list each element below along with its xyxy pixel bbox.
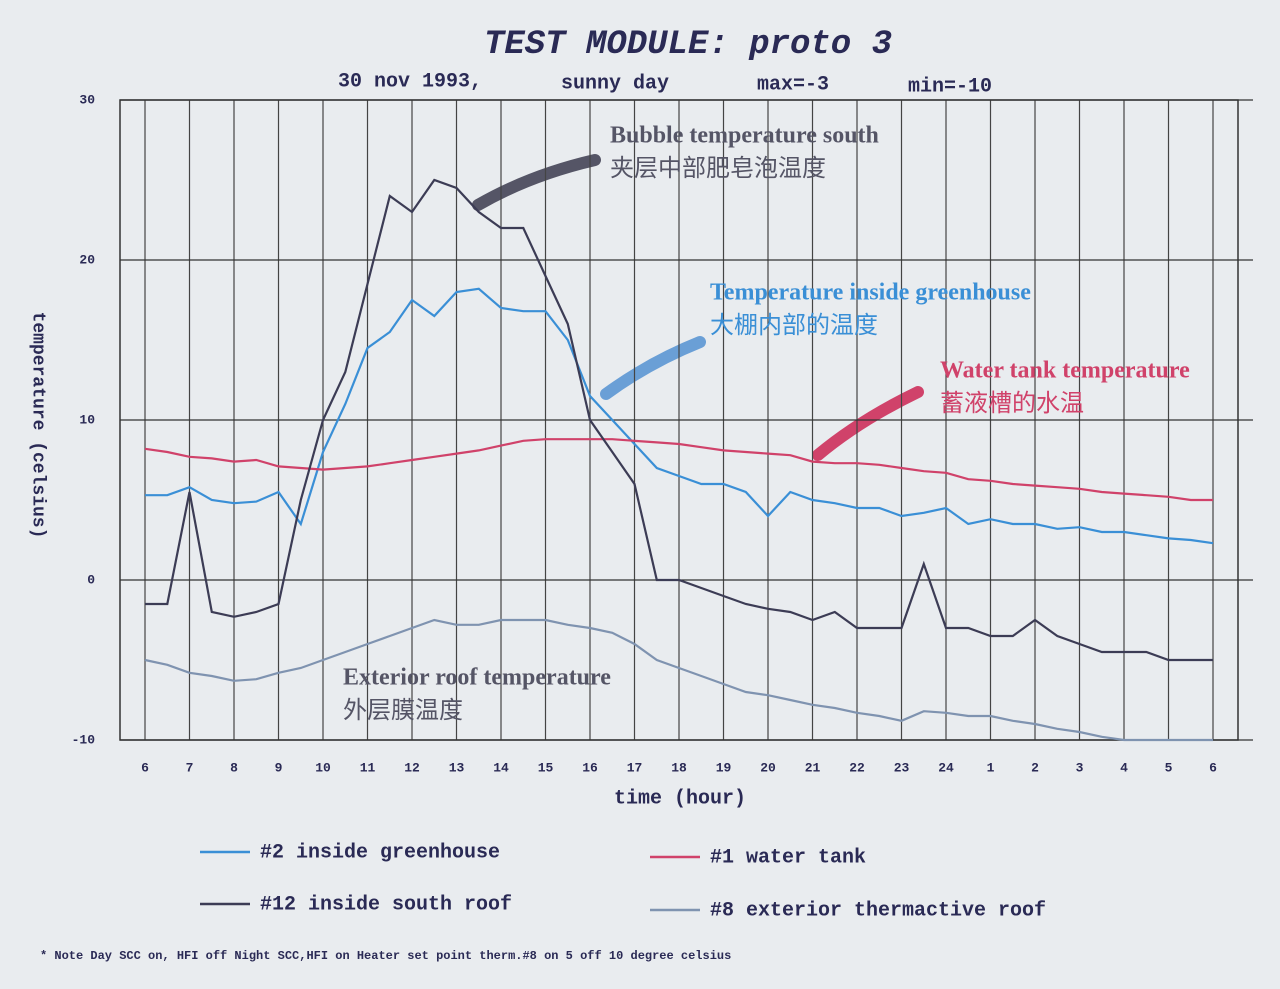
legend-label: #1 water tank [710, 846, 866, 869]
x-tick-label: 19 [716, 760, 732, 775]
x-tick-label: 15 [538, 760, 554, 775]
arrows [472, 154, 924, 461]
arrow [600, 336, 706, 400]
x-tick-label: 6 [141, 760, 149, 775]
annotation: Temperature inside greenhouse [710, 280, 1031, 306]
x-tick-label: 12 [404, 760, 420, 775]
x-tick-label: 1 [987, 760, 995, 775]
y-tick-label: -10 [72, 732, 96, 747]
y-tick-label: 10 [79, 412, 95, 427]
annotation: Bubble temperature south [610, 123, 879, 149]
annotation-sub: 夹层中部肥皂泡温度 [610, 154, 826, 182]
subtitle: max=-3 [757, 73, 829, 96]
subtitle: min=-10 [908, 75, 992, 98]
x-tick-label: 14 [493, 760, 509, 775]
x-tick-label: 18 [671, 760, 687, 775]
x-tick-label: 11 [360, 760, 376, 775]
y-tick-label: 0 [87, 572, 95, 587]
x-tick-label: 5 [1165, 760, 1173, 775]
legend-label: #2 inside greenhouse [260, 841, 500, 864]
chart-title: TEST MODULE: proto 3 [484, 26, 892, 64]
legend-label: #12 inside south roof [260, 893, 512, 916]
x-tick-label: 21 [805, 760, 821, 775]
x-tick-label: 7 [186, 760, 194, 775]
annotation: Exterior roof temperature [343, 665, 611, 691]
x-tick-label: 24 [938, 760, 954, 775]
x-tick-label: 10 [315, 760, 331, 775]
x-tick-label: 13 [449, 760, 465, 775]
x-axis-label: time (hour) [614, 787, 746, 810]
x-tick-label: 6 [1209, 760, 1217, 775]
annotation: Water tank temperature [940, 358, 1190, 384]
series-line [145, 178, 1213, 662]
y-axis-label: temperature (celsius) [27, 312, 47, 539]
legend-label: #8 exterior thermactive roof [710, 899, 1046, 922]
arrow [472, 154, 601, 211]
y-tick-label: 20 [79, 252, 95, 267]
x-tick-label: 4 [1120, 760, 1128, 775]
annotation-sub: 外层膜温度 [343, 696, 463, 724]
x-tick-label: 16 [582, 760, 598, 775]
series-line [144, 618, 1213, 742]
annotation-sub: 大棚内部的温度 [710, 311, 878, 339]
series-line [144, 438, 1213, 502]
x-tick-label: 2 [1031, 760, 1039, 775]
x-tick-label: 22 [849, 760, 865, 775]
footnote: * Note Day SCC on, HFI off Night SCC,HFI… [40, 949, 731, 963]
x-tick-label: 17 [627, 760, 643, 775]
arrow [812, 386, 924, 461]
subtitle: sunny day [561, 72, 669, 95]
subtitle: 30 nov 1993, [338, 70, 482, 93]
x-tick-label: 9 [275, 760, 283, 775]
x-tick-label: 3 [1076, 760, 1084, 775]
x-tick-label: 20 [760, 760, 776, 775]
series-line [145, 287, 1214, 545]
x-tick-label: 8 [230, 760, 238, 775]
x-tick-label: 23 [894, 760, 910, 775]
y-tick-label: 30 [79, 92, 95, 107]
annotation-sub: 蓄液槽的水温 [940, 389, 1084, 417]
